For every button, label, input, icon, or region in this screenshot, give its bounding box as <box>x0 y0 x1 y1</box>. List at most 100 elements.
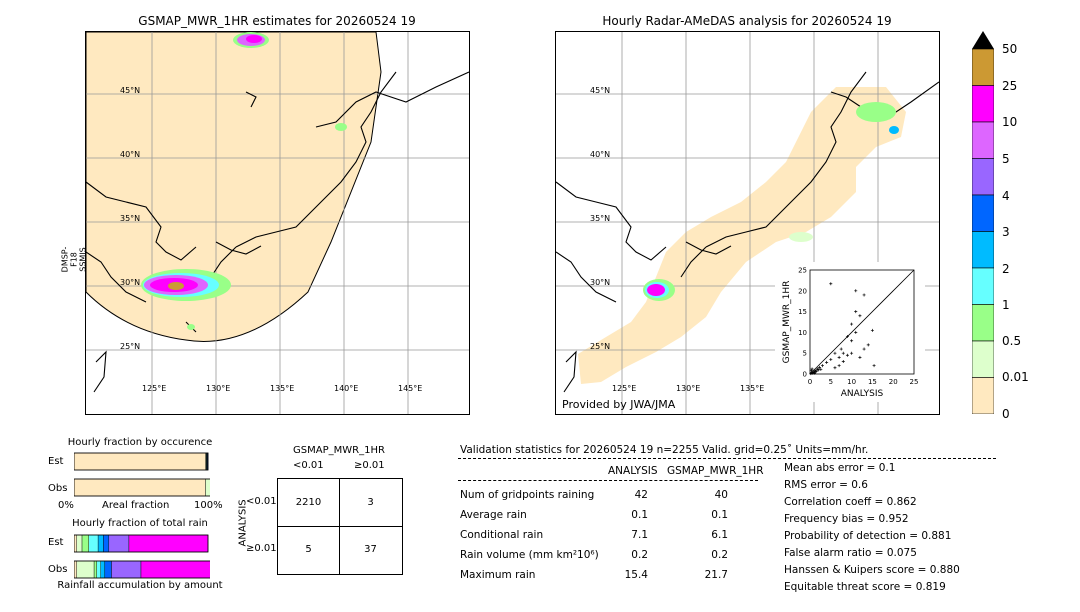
lat-label: 40°N <box>120 150 141 159</box>
contingency-table: 2210 3 5 37 <box>277 478 403 575</box>
scatter-point <box>850 339 854 343</box>
colorbar-segment <box>971 194 995 232</box>
stacked-bar-segment <box>97 534 104 553</box>
scatter-point <box>837 364 841 368</box>
validation-value-analysis: 7.1 <box>631 529 648 541</box>
lon-label: 145°E <box>398 384 423 393</box>
map-grid <box>556 32 939 414</box>
scatter-point <box>810 367 814 371</box>
occurrence-xlabel: Areal fraction <box>102 500 170 511</box>
occurrence-title: Hourly fraction by occurence <box>67 437 213 448</box>
scatter-x-tick: 15 <box>868 378 877 386</box>
scatter-point <box>833 351 837 355</box>
lon-label: 140°E <box>334 384 359 393</box>
total-rain-xlabel: Rainfall accumulation by amount <box>57 580 223 591</box>
contingency-row-header: <0.01 <box>246 496 277 507</box>
validation-value-analysis: 42 <box>634 489 648 501</box>
stacked-bar-segment <box>74 560 77 579</box>
colorbar-label: 0.01 <box>1002 370 1029 384</box>
scatter-y-tick: 25 <box>798 267 807 275</box>
scatter-point <box>814 369 818 373</box>
stacked-bar-segment <box>76 534 83 553</box>
validation-col-gsmap: GSMAP_MWR_1HR <box>667 465 764 477</box>
validation-value-gsmap: 0.1 <box>711 509 728 521</box>
stacked-bar-segment <box>128 534 209 553</box>
scatter-y-tick: 15 <box>798 308 807 316</box>
contingency-cell: 37 <box>364 544 377 555</box>
colorbar-label: 4 <box>1002 189 1010 203</box>
scatter-x-tick: 10 <box>847 378 856 386</box>
lon-label: 125°E <box>612 384 637 393</box>
scatter-point <box>866 343 870 347</box>
left-map-canvas <box>86 32 469 414</box>
total-rain-title: Hourly fraction of total rain <box>72 518 208 529</box>
scatter-inset: 0 5 10 15 20 25 0 5 10 15 20 25 ANALYSIS GSMAP_MWR_1H… <box>775 262 925 402</box>
contingency-row-header: ≥0.01 <box>246 543 277 554</box>
stacked-bar-segment <box>103 534 110 553</box>
contingency-cell: 3 <box>367 497 374 508</box>
lon-label: 135°E <box>270 384 295 393</box>
right-map-canvas <box>556 32 939 414</box>
scatter-point <box>850 322 854 326</box>
occurrence-bars <box>74 452 210 497</box>
scatter-point <box>813 371 817 375</box>
colorbar-label: 0.5 <box>1002 334 1022 348</box>
validation-table-rule <box>458 480 758 481</box>
scatter-point <box>841 351 845 355</box>
scatter-point <box>854 330 858 334</box>
lat-label: 45°N <box>120 86 141 95</box>
stacked-bar-segment <box>74 534 77 553</box>
lat-label: 25°N <box>120 342 141 351</box>
occurrence-tick-100: 100% <box>194 500 223 511</box>
scatter-point <box>829 357 833 361</box>
colorbar-svg <box>971 31 995 415</box>
scatter-point <box>820 364 824 368</box>
colorbar-segment <box>971 267 995 305</box>
scatter-point <box>829 282 833 286</box>
contingency-col-header: ≥0.01 <box>354 460 385 471</box>
lat-label: 35°N <box>590 214 611 223</box>
validation-score: Correlation coeff = 0.862 <box>784 496 917 508</box>
validation-value-gsmap: 21.7 <box>704 569 728 581</box>
lat-label: 30°N <box>120 278 141 287</box>
scatter-y-tick: 20 <box>798 287 807 295</box>
validation-score: Hanssen & Kuipers score = 0.880 <box>784 564 960 576</box>
scatter-xlabel: ANALYSIS <box>841 389 884 399</box>
stacked-bar-segment <box>74 478 206 497</box>
validation-row-label: Num of gridpoints raining <box>460 489 595 501</box>
stacked-bar-outline <box>74 478 210 497</box>
scatter-point <box>845 353 849 357</box>
colorbar-label: 2 <box>1002 262 1010 276</box>
lon-label: 130°E <box>206 384 231 393</box>
stacked-bar-segment <box>104 560 112 579</box>
contingency-divider <box>278 526 402 527</box>
validation-row-label: Average rain <box>460 509 527 521</box>
validation-score: RMS error = 0.6 <box>784 479 868 491</box>
scatter-point <box>825 360 829 364</box>
lat-label: 25°N <box>590 342 611 351</box>
scatter-point <box>839 347 843 351</box>
validation-score: False alarm ratio = 0.075 <box>784 547 917 559</box>
coastlines <box>86 71 469 393</box>
scatter-point <box>833 366 837 370</box>
scatter-y-tick: 10 <box>798 329 807 337</box>
colorbar-extend-arrow <box>972 31 994 49</box>
scatter-point <box>858 355 862 359</box>
occurrence-label-obs: Obs <box>48 483 68 494</box>
stacked-bar-segment <box>205 478 210 497</box>
colorbar-segment <box>971 158 995 196</box>
scatter-point <box>809 369 813 373</box>
scatter-y-tick: 5 <box>803 350 807 358</box>
right-map-title: Hourly Radar-AMeDAS analysis for 2026052… <box>602 14 892 28</box>
colorbar-label: 0 <box>1002 407 1010 421</box>
stacked-bar-segment <box>100 560 106 579</box>
contingency-cell: 5 <box>305 544 312 555</box>
total-rain-bars <box>74 534 210 579</box>
colorbar-segment <box>971 304 995 342</box>
stacked-bar-segment <box>81 534 89 553</box>
scatter-x-tick: 20 <box>889 378 898 386</box>
colorbar-label: 25 <box>1002 79 1018 93</box>
validation-value-gsmap: 0.2 <box>711 549 728 561</box>
validation-score: Equitable threat score = 0.819 <box>784 581 946 593</box>
scatter-point <box>862 293 866 297</box>
